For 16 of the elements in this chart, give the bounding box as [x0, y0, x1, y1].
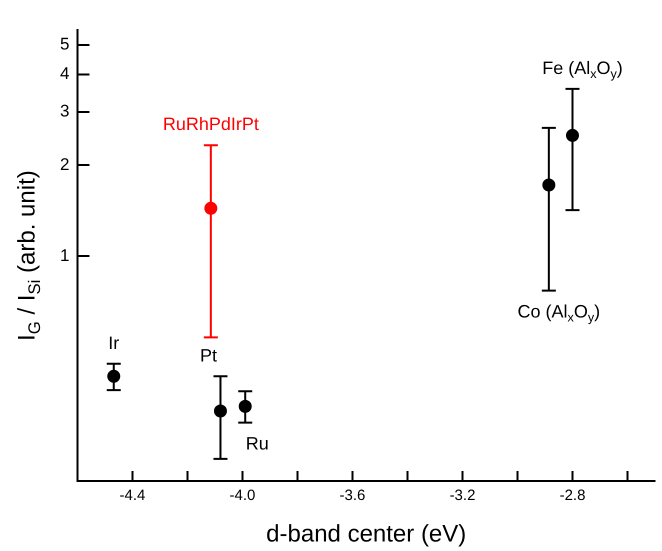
x-tick-label: -4.4	[120, 487, 146, 504]
y-tick-label: 1	[60, 246, 70, 265]
annotation: Pt	[200, 345, 217, 366]
y-tick-label: 5	[60, 34, 70, 54]
x-axis-title: d-band center (eV)	[266, 520, 466, 548]
annotation: Ir	[108, 332, 120, 353]
annotation: Ru	[246, 434, 269, 454]
y-axis-title: IG / ISi (arb. unit)	[14, 170, 44, 341]
y-tick-label: 4	[60, 64, 70, 84]
y-tick-label: 3	[60, 102, 70, 121]
text: -4.0	[230, 487, 256, 504]
y-tick-label: 2	[60, 154, 70, 174]
x-tick-label: -2.8	[560, 487, 586, 504]
x-tick-label: -3.2	[450, 487, 476, 504]
x-tick-label: -3.6	[340, 487, 366, 504]
annotation: RuRhPdIrPt	[162, 114, 259, 134]
